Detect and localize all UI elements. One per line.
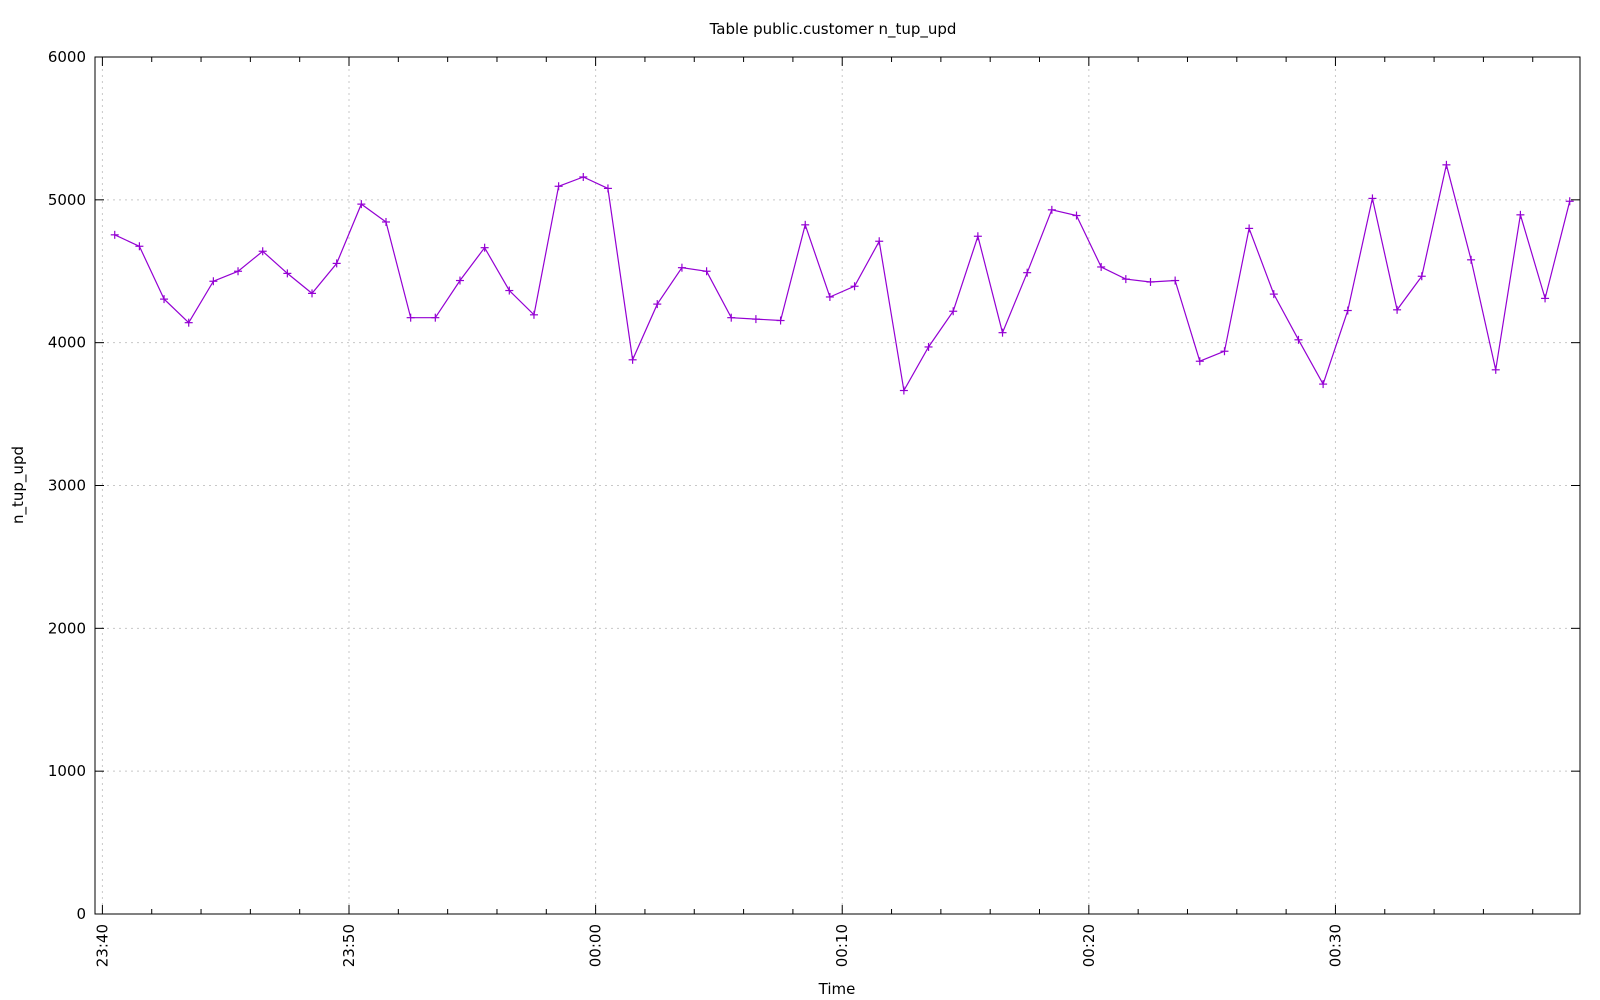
- data-point: [1417, 272, 1426, 281]
- data-point: [110, 230, 119, 239]
- data-point: [899, 386, 908, 395]
- y-tick-label: 6000: [48, 48, 86, 66]
- data-point: [751, 315, 760, 324]
- data-point: [801, 220, 810, 229]
- data-point: [135, 242, 144, 251]
- x-tick-label: 23:40: [93, 924, 111, 967]
- x-axis-label: Time: [818, 980, 856, 998]
- data-point: [1171, 276, 1180, 285]
- grid: [95, 57, 1580, 914]
- data-point: [529, 310, 538, 319]
- data-point: [406, 313, 415, 322]
- data-point: [1343, 306, 1352, 315]
- data-point: [1023, 268, 1032, 277]
- data-point: [727, 313, 736, 322]
- data-point: [1195, 357, 1204, 366]
- data-point: [924, 342, 933, 351]
- data-point: [184, 318, 193, 327]
- data-point: [949, 307, 958, 316]
- y-tick-label: 0: [76, 905, 86, 923]
- data-point: [1245, 224, 1254, 233]
- data-point: [1565, 197, 1574, 206]
- data-point: [603, 184, 612, 193]
- data-point: [234, 267, 243, 276]
- data-point: [1319, 380, 1328, 389]
- y-tick-label: 2000: [48, 619, 86, 637]
- data-point: [1393, 305, 1402, 314]
- y-tick-label: 4000: [48, 334, 86, 352]
- data-point: [455, 276, 464, 285]
- data-point: [1368, 194, 1377, 203]
- data-point: [258, 247, 267, 256]
- data-point: [480, 243, 489, 252]
- x-tick-label: 00:00: [587, 924, 605, 967]
- data-point: [1097, 262, 1106, 271]
- y-tick-label: 3000: [48, 477, 86, 495]
- data-point: [776, 316, 785, 325]
- data-point: [283, 269, 292, 278]
- data-point: [628, 355, 637, 364]
- x-tick-label: 23:50: [340, 924, 358, 967]
- data-point: [1516, 210, 1525, 219]
- data-point: [825, 292, 834, 301]
- data-point: [998, 328, 1007, 337]
- data-point: [209, 277, 218, 286]
- data-point: [308, 289, 317, 298]
- data-point: [579, 172, 588, 181]
- data-point: [653, 300, 662, 309]
- data-point: [1269, 290, 1278, 299]
- data-point: [431, 313, 440, 322]
- data-point: [702, 267, 711, 276]
- data-point: [381, 217, 390, 226]
- chart-title: Table public.customer n_tup_upd: [709, 20, 957, 39]
- data-point: [1072, 211, 1081, 220]
- data-point: [875, 237, 884, 246]
- x-tick-label: 00:10: [833, 924, 851, 967]
- x-tick-label: 00:20: [1080, 924, 1098, 967]
- data-point: [1467, 255, 1476, 264]
- data-point: [1146, 277, 1155, 286]
- data-point: [850, 282, 859, 291]
- data-point: [973, 232, 982, 241]
- data-point: [1047, 205, 1056, 214]
- x-tick-label: 00:30: [1326, 924, 1344, 967]
- series: [110, 160, 1574, 395]
- data-point: [554, 182, 563, 191]
- x-axis: 23:40 23:50 00:00 00:10 00:20 00:30: [93, 57, 1534, 967]
- data-point: [677, 263, 686, 272]
- y-tick-label: 5000: [48, 191, 86, 209]
- data-point: [505, 286, 514, 295]
- data-point: [1121, 275, 1130, 284]
- data-point: [1541, 294, 1550, 303]
- data-point: [1220, 347, 1229, 356]
- data-point: [1491, 365, 1500, 374]
- data-point: [332, 259, 341, 268]
- y-axis: 0 1000 2000 3000 4000 5000 6000: [48, 48, 1580, 923]
- data-point: [1442, 160, 1451, 169]
- data-point: [160, 295, 169, 304]
- data-point: [357, 200, 366, 209]
- series-line: [114, 164, 1571, 393]
- y-tick-label: 1000: [48, 762, 86, 780]
- data-point: [1294, 335, 1303, 344]
- y-axis-label: n_tup_upd: [9, 446, 28, 524]
